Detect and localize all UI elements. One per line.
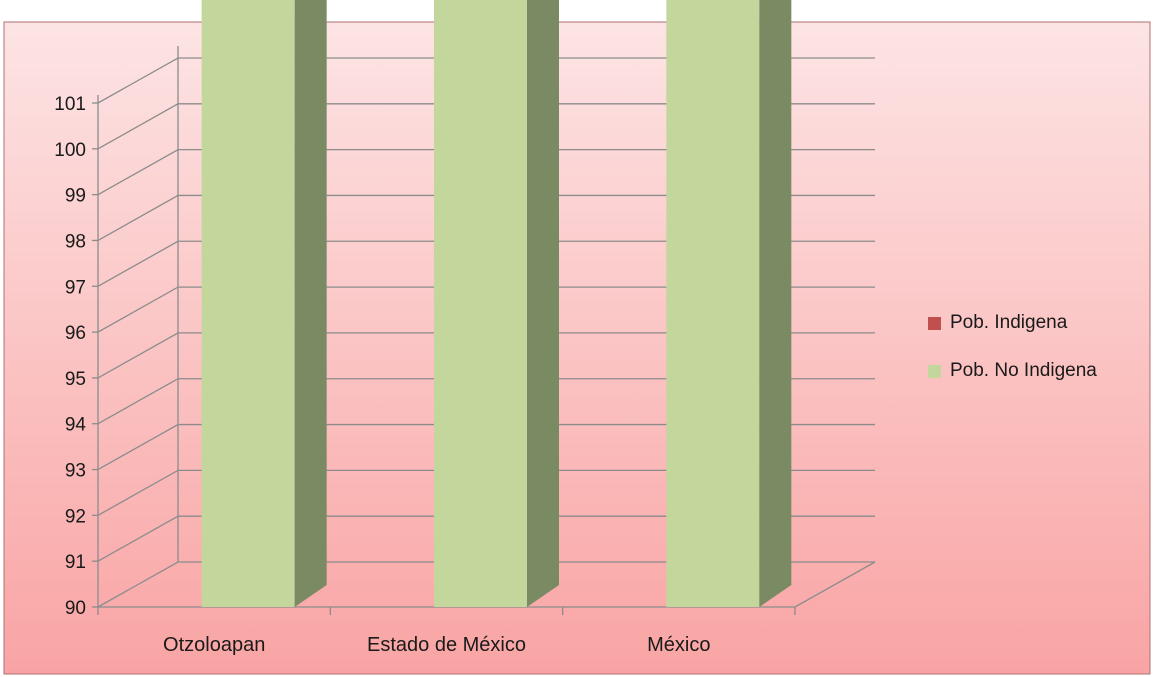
y-tick-label: 91 xyxy=(65,552,86,573)
legend-swatch-indigena xyxy=(928,316,941,330)
x-tick-label: Otzoloapan xyxy=(163,634,265,656)
y-tick-label: 101 xyxy=(54,94,86,115)
bar-pob-no-indigena xyxy=(201,0,295,607)
legend-label-no-indigena: Pob. No Indigena xyxy=(950,360,1097,381)
x-tick-label: México xyxy=(647,634,710,656)
y-tick-label: 90 xyxy=(65,598,86,619)
axes xyxy=(92,46,876,615)
bar-pob-no-indigena xyxy=(434,0,527,607)
bars xyxy=(201,0,792,607)
y-tick-label: 93 xyxy=(65,461,86,482)
y-tick-label: 92 xyxy=(65,506,86,527)
y-tick-label: 95 xyxy=(65,369,86,390)
bar-side-pob-no-indigena xyxy=(294,0,327,607)
chart-background xyxy=(3,21,1151,675)
y-tick-label: 96 xyxy=(65,323,86,344)
y-tick-label: 97 xyxy=(65,277,86,298)
bar-pob-no-indigena xyxy=(666,0,760,607)
y-tick-label: 94 xyxy=(65,415,87,436)
legend: Pob. Indigena Pob. No Indigena xyxy=(928,308,1097,404)
legend-item-no-indigena: Pob. No Indigena xyxy=(928,356,1097,386)
legend-label-indigena: Pob. Indigena xyxy=(950,312,1068,333)
bar-side-pob-no-indigena xyxy=(527,0,559,607)
y-tick-label: 100 xyxy=(54,140,86,161)
bar-side-pob-no-indigena xyxy=(759,0,792,607)
y-tick-label: 98 xyxy=(65,231,86,252)
labels: 9091929394959697989910010199.940.06Otzol… xyxy=(54,94,710,656)
legend-swatch-no-indigena xyxy=(928,364,941,378)
legend-item-indigena: Pob. Indigena xyxy=(928,308,1097,338)
y-tick-label: 99 xyxy=(65,186,86,207)
x-tick-label: Estado de México xyxy=(367,634,526,656)
